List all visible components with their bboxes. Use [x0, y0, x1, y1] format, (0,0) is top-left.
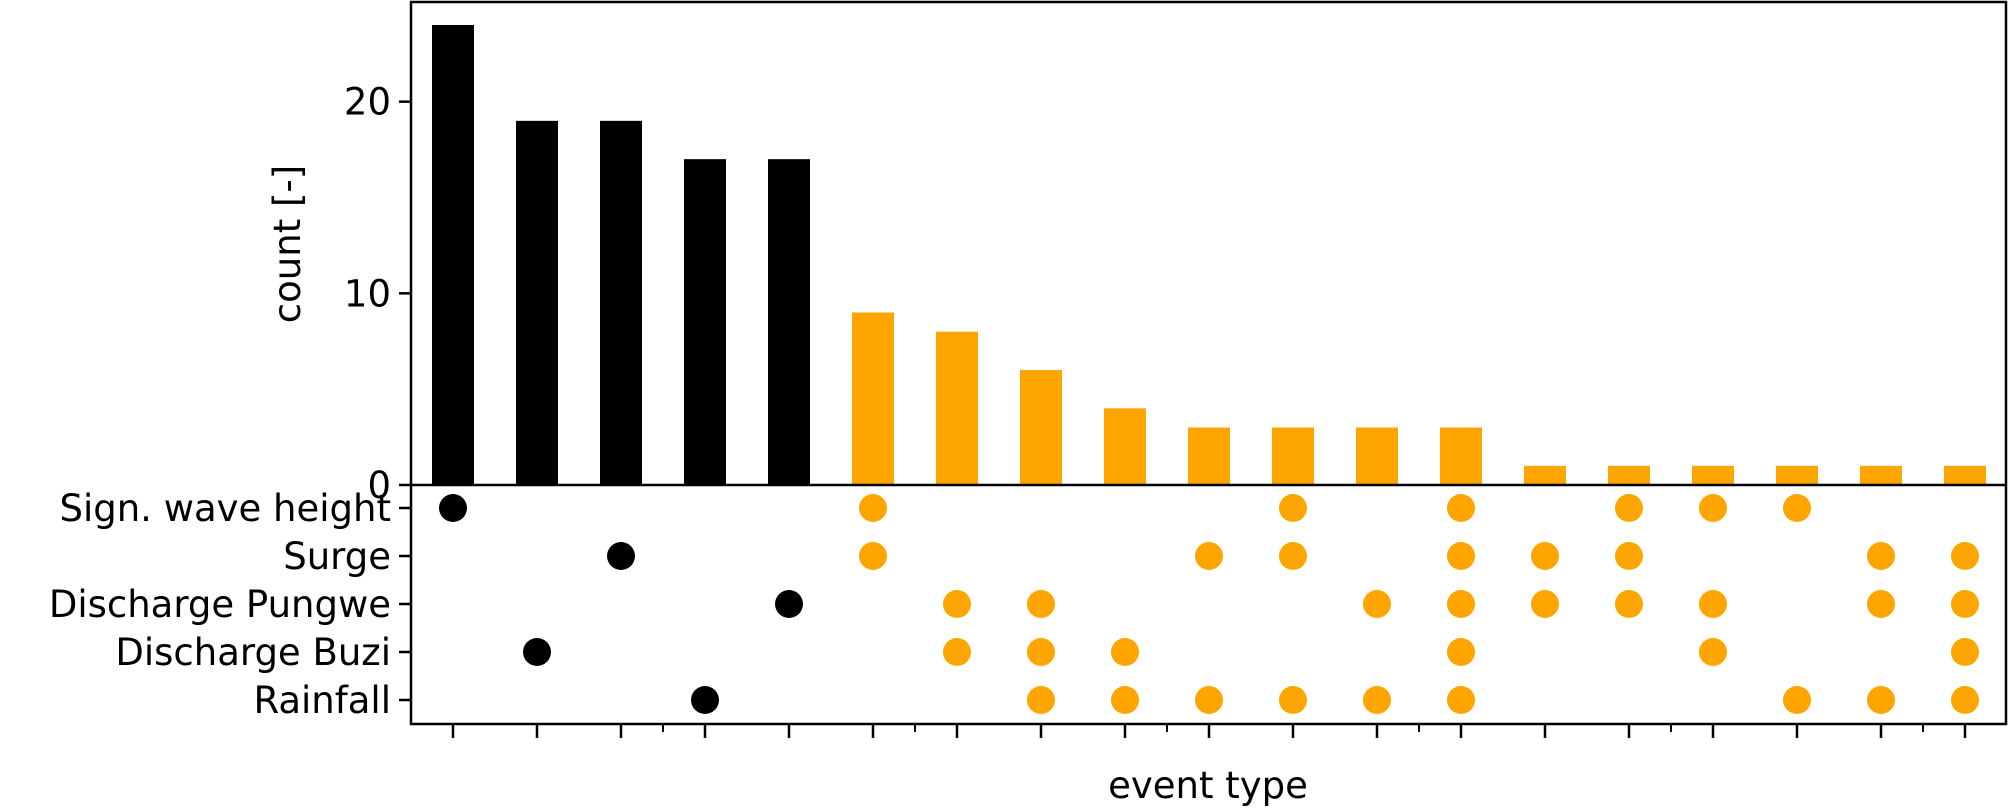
membership-dot — [1699, 638, 1727, 666]
y-axis-label: count [-] — [266, 165, 309, 323]
plot-frame — [409, 0, 2008, 726]
membership-dot — [1531, 542, 1559, 570]
bar-6 — [852, 312, 894, 485]
bar-16 — [1692, 465, 1734, 485]
membership-dot — [1867, 686, 1895, 714]
membership-dot — [1783, 494, 1811, 522]
bar-1 — [432, 25, 474, 485]
membership-dot — [943, 590, 971, 618]
membership-dot — [1363, 590, 1391, 618]
bar-11 — [1272, 427, 1314, 485]
membership-dot — [1951, 542, 1979, 570]
bar-2 — [516, 120, 558, 485]
membership-dot — [1027, 590, 1055, 618]
membership-dot — [1195, 686, 1223, 714]
membership-dot — [1699, 494, 1727, 522]
membership-dot — [1195, 542, 1223, 570]
membership-dot — [1447, 542, 1475, 570]
membership-dot — [1447, 590, 1475, 618]
y-tick-label: 20 — [344, 81, 391, 124]
set-axis: Sign. wave height Surge Discharge Pungwe Di… — [49, 487, 411, 722]
membership-dot — [859, 494, 887, 522]
membership-dot — [523, 638, 551, 666]
membership-dot — [1951, 638, 1979, 666]
bar-10 — [1188, 427, 1230, 485]
membership-dot — [1615, 590, 1643, 618]
membership-dot — [1363, 686, 1391, 714]
y-tick-label: 0 — [367, 464, 391, 507]
membership-dot — [943, 638, 971, 666]
membership-matrix — [439, 494, 1979, 714]
membership-dot — [1615, 542, 1643, 570]
membership-dot — [1867, 542, 1895, 570]
membership-dot — [1279, 686, 1307, 714]
bar-4 — [684, 159, 726, 485]
bar-19 — [1944, 465, 1986, 485]
membership-dot — [1279, 542, 1307, 570]
membership-dot — [1027, 686, 1055, 714]
membership-dot — [1951, 686, 1979, 714]
membership-dot — [1951, 590, 1979, 618]
bar-7 — [936, 331, 978, 485]
y-axis: 0 10 20 — [344, 81, 411, 507]
bar-series — [432, 25, 1986, 485]
membership-dot — [1867, 590, 1895, 618]
bar-9 — [1104, 408, 1146, 485]
bar-3 — [600, 120, 642, 485]
set-label: Discharge Buzi — [115, 631, 391, 674]
membership-dot — [1447, 638, 1475, 666]
bar-15 — [1608, 465, 1650, 485]
membership-dot — [1447, 686, 1475, 714]
membership-dot — [691, 686, 719, 714]
bar-18 — [1860, 465, 1902, 485]
membership-dot — [1279, 494, 1307, 522]
bar-5 — [768, 159, 810, 485]
membership-dot — [1447, 494, 1475, 522]
bar-17 — [1776, 465, 1818, 485]
membership-dot — [1615, 494, 1643, 522]
membership-dot — [1531, 590, 1559, 618]
set-label: Discharge Pungwe — [49, 583, 391, 626]
membership-dot — [1111, 686, 1139, 714]
x-axis-label: event type — [1108, 764, 1308, 807]
bar-8 — [1020, 370, 1062, 485]
membership-dot — [1783, 686, 1811, 714]
membership-dot — [1027, 638, 1055, 666]
bar-14 — [1524, 465, 1566, 485]
x-axis — [451, 724, 1967, 738]
membership-dot — [1699, 590, 1727, 618]
membership-dot — [1111, 638, 1139, 666]
membership-dot — [607, 542, 635, 570]
set-label: Surge — [283, 535, 391, 578]
bar-13 — [1440, 427, 1482, 485]
membership-dot — [859, 542, 887, 570]
membership-dot — [439, 494, 467, 522]
set-label: Rainfall — [253, 679, 391, 722]
membership-dot — [775, 590, 803, 618]
y-tick-label: 10 — [344, 272, 391, 315]
set-label: Sign. wave height — [59, 487, 391, 530]
bar-12 — [1356, 427, 1398, 485]
